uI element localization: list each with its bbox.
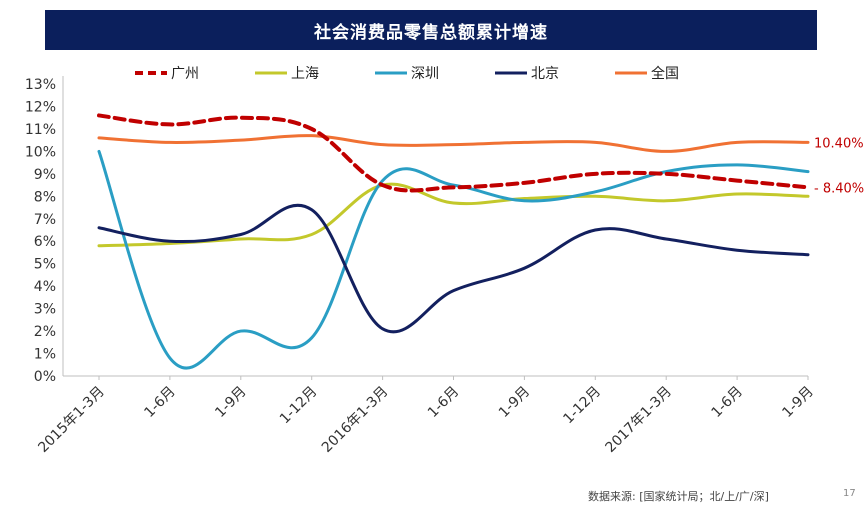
chart-title: 社会消费品零售总额累计增速 [314, 22, 548, 43]
legend-label: 全国 [651, 65, 679, 82]
y-tick-label: 3% [34, 302, 56, 318]
legend-label: 广州 [171, 66, 199, 82]
x-tick-label: 1-9月 [779, 384, 816, 421]
y-tick-label: 10% [25, 144, 56, 160]
series-line-1 [97, 113, 810, 193]
y-tick-label: 8% [34, 189, 56, 205]
y-tick-label: 4% [34, 279, 56, 295]
y-tick-label: 11% [25, 122, 56, 138]
y-tick-label: 13% [25, 77, 56, 93]
x-tick-label: 1-9月 [496, 384, 533, 421]
series-line-2 [97, 182, 810, 248]
end-value-label: 10.40% [814, 136, 864, 151]
series-line-4 [97, 203, 810, 334]
series-line-5 [97, 134, 810, 153]
page-number: 17 [843, 488, 856, 499]
y-tick-label: 6% [34, 234, 56, 250]
legend-label: 深圳 [411, 66, 439, 82]
x-tick-label: 1-12月 [560, 384, 604, 428]
x-tick-label: 2015年1-3月 [35, 384, 107, 456]
end-value-label: - 8.40% [814, 181, 864, 196]
x-tick-label: 2017年1-3月 [603, 384, 675, 456]
x-tick-label: 1-6月 [709, 384, 746, 421]
y-tick-label: 0% [34, 369, 56, 385]
y-tick-label: 1% [34, 347, 56, 363]
legend-label: 上海 [291, 66, 319, 82]
x-tick-label: 1-12月 [277, 384, 321, 428]
x-tick-label: 2016年1-3月 [319, 384, 391, 456]
y-tick-label: 9% [34, 167, 56, 183]
x-tick-label: 1-9月 [212, 384, 249, 421]
chart-title-bar: 社会消费品零售总额累计增速 [45, 10, 817, 50]
y-tick-label: 5% [34, 257, 56, 273]
series-line-3 [97, 149, 810, 370]
y-tick-label: 2% [34, 324, 56, 340]
y-tick-label: 7% [34, 212, 56, 228]
y-tick-label: 12% [25, 99, 56, 115]
x-tick-label: 1-6月 [425, 384, 462, 421]
data-source-note: 数据来源: [国家统计局；北/上/广/深] [588, 490, 769, 503]
x-tick-label: 1-6月 [141, 384, 178, 421]
legend-label: 北京 [531, 66, 559, 82]
